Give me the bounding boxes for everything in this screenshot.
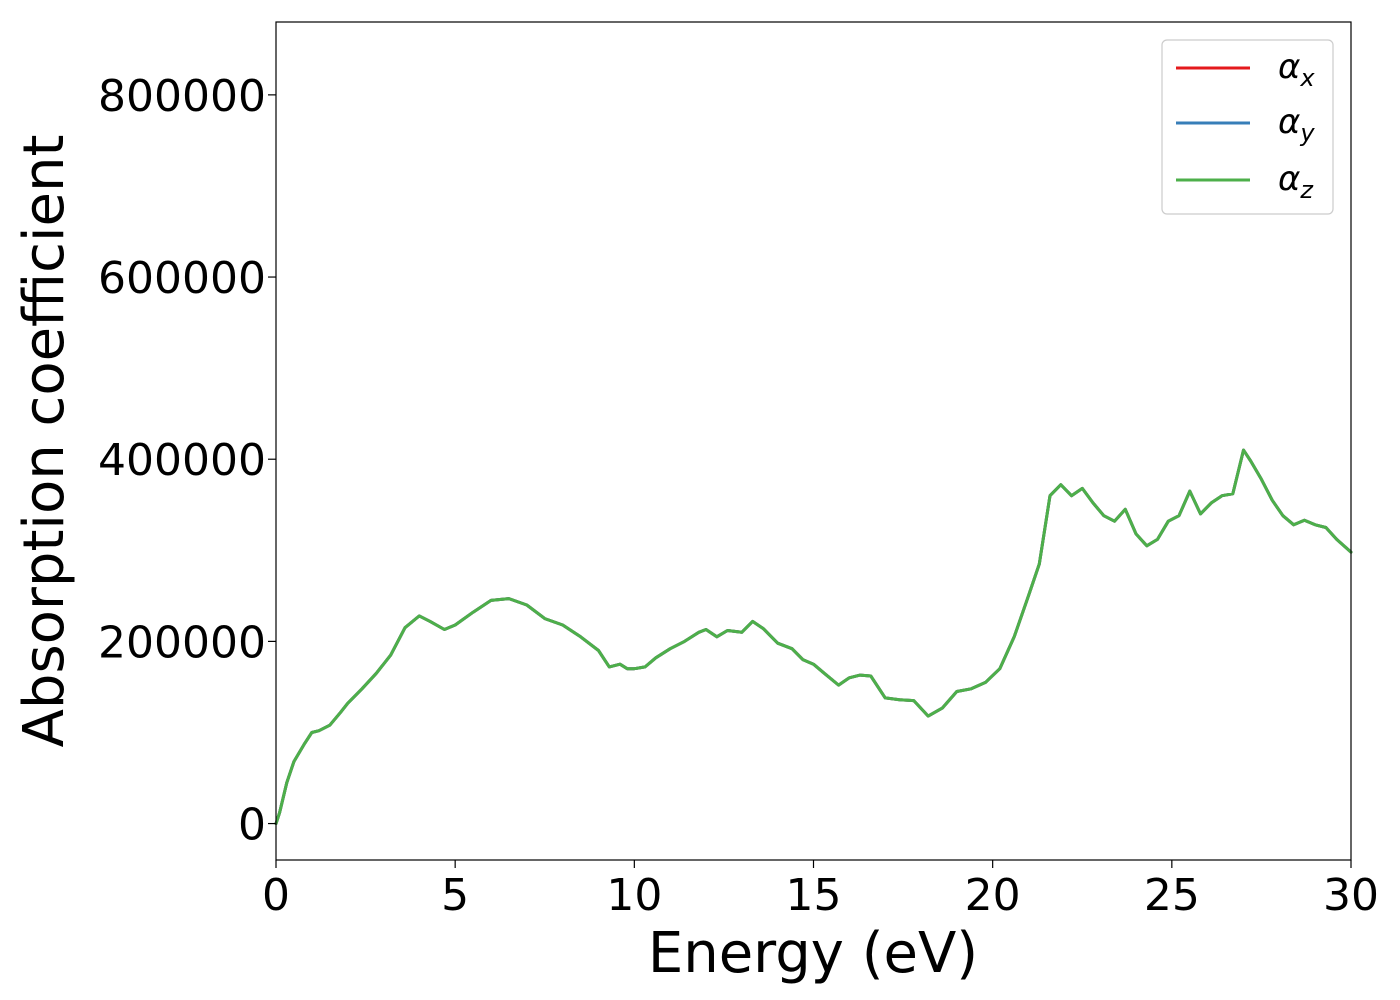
legend-label-alpha-x: αx: [1278, 47, 1315, 92]
y-axis-ticks: 0 200000 400000 600000 800000: [98, 71, 276, 851]
y-tick-label: 600000: [98, 253, 266, 304]
x-tick-label: 20: [965, 870, 1021, 921]
x-tick-label: 10: [606, 870, 662, 921]
x-tick-label: 30: [1323, 870, 1379, 921]
x-tick-label: 0: [262, 870, 290, 921]
legend-label-alpha-z: αz: [1278, 159, 1314, 204]
legend-box: [1161, 39, 1334, 215]
legend-label-alpha-y: αy: [1278, 102, 1315, 147]
x-axis-ticks: 0 5 10 15 20 25 30: [262, 860, 1379, 921]
y-tick-label: 800000: [98, 71, 266, 122]
y-tick-label: 400000: [98, 435, 266, 486]
y-axis-title: Absorption coefficient: [12, 135, 77, 748]
legend: αx αy αz: [1161, 39, 1334, 215]
series-line-alpha-z: [274, 448, 1353, 826]
x-tick-label: 5: [441, 870, 469, 921]
y-tick-label: 200000: [98, 617, 266, 668]
x-axis-title: Energy (eV): [648, 921, 978, 986]
x-tick-label: 25: [1144, 870, 1200, 921]
series-lines: [274, 448, 1353, 826]
y-tick-label: 0: [238, 800, 266, 851]
x-tick-label: 15: [786, 870, 842, 921]
